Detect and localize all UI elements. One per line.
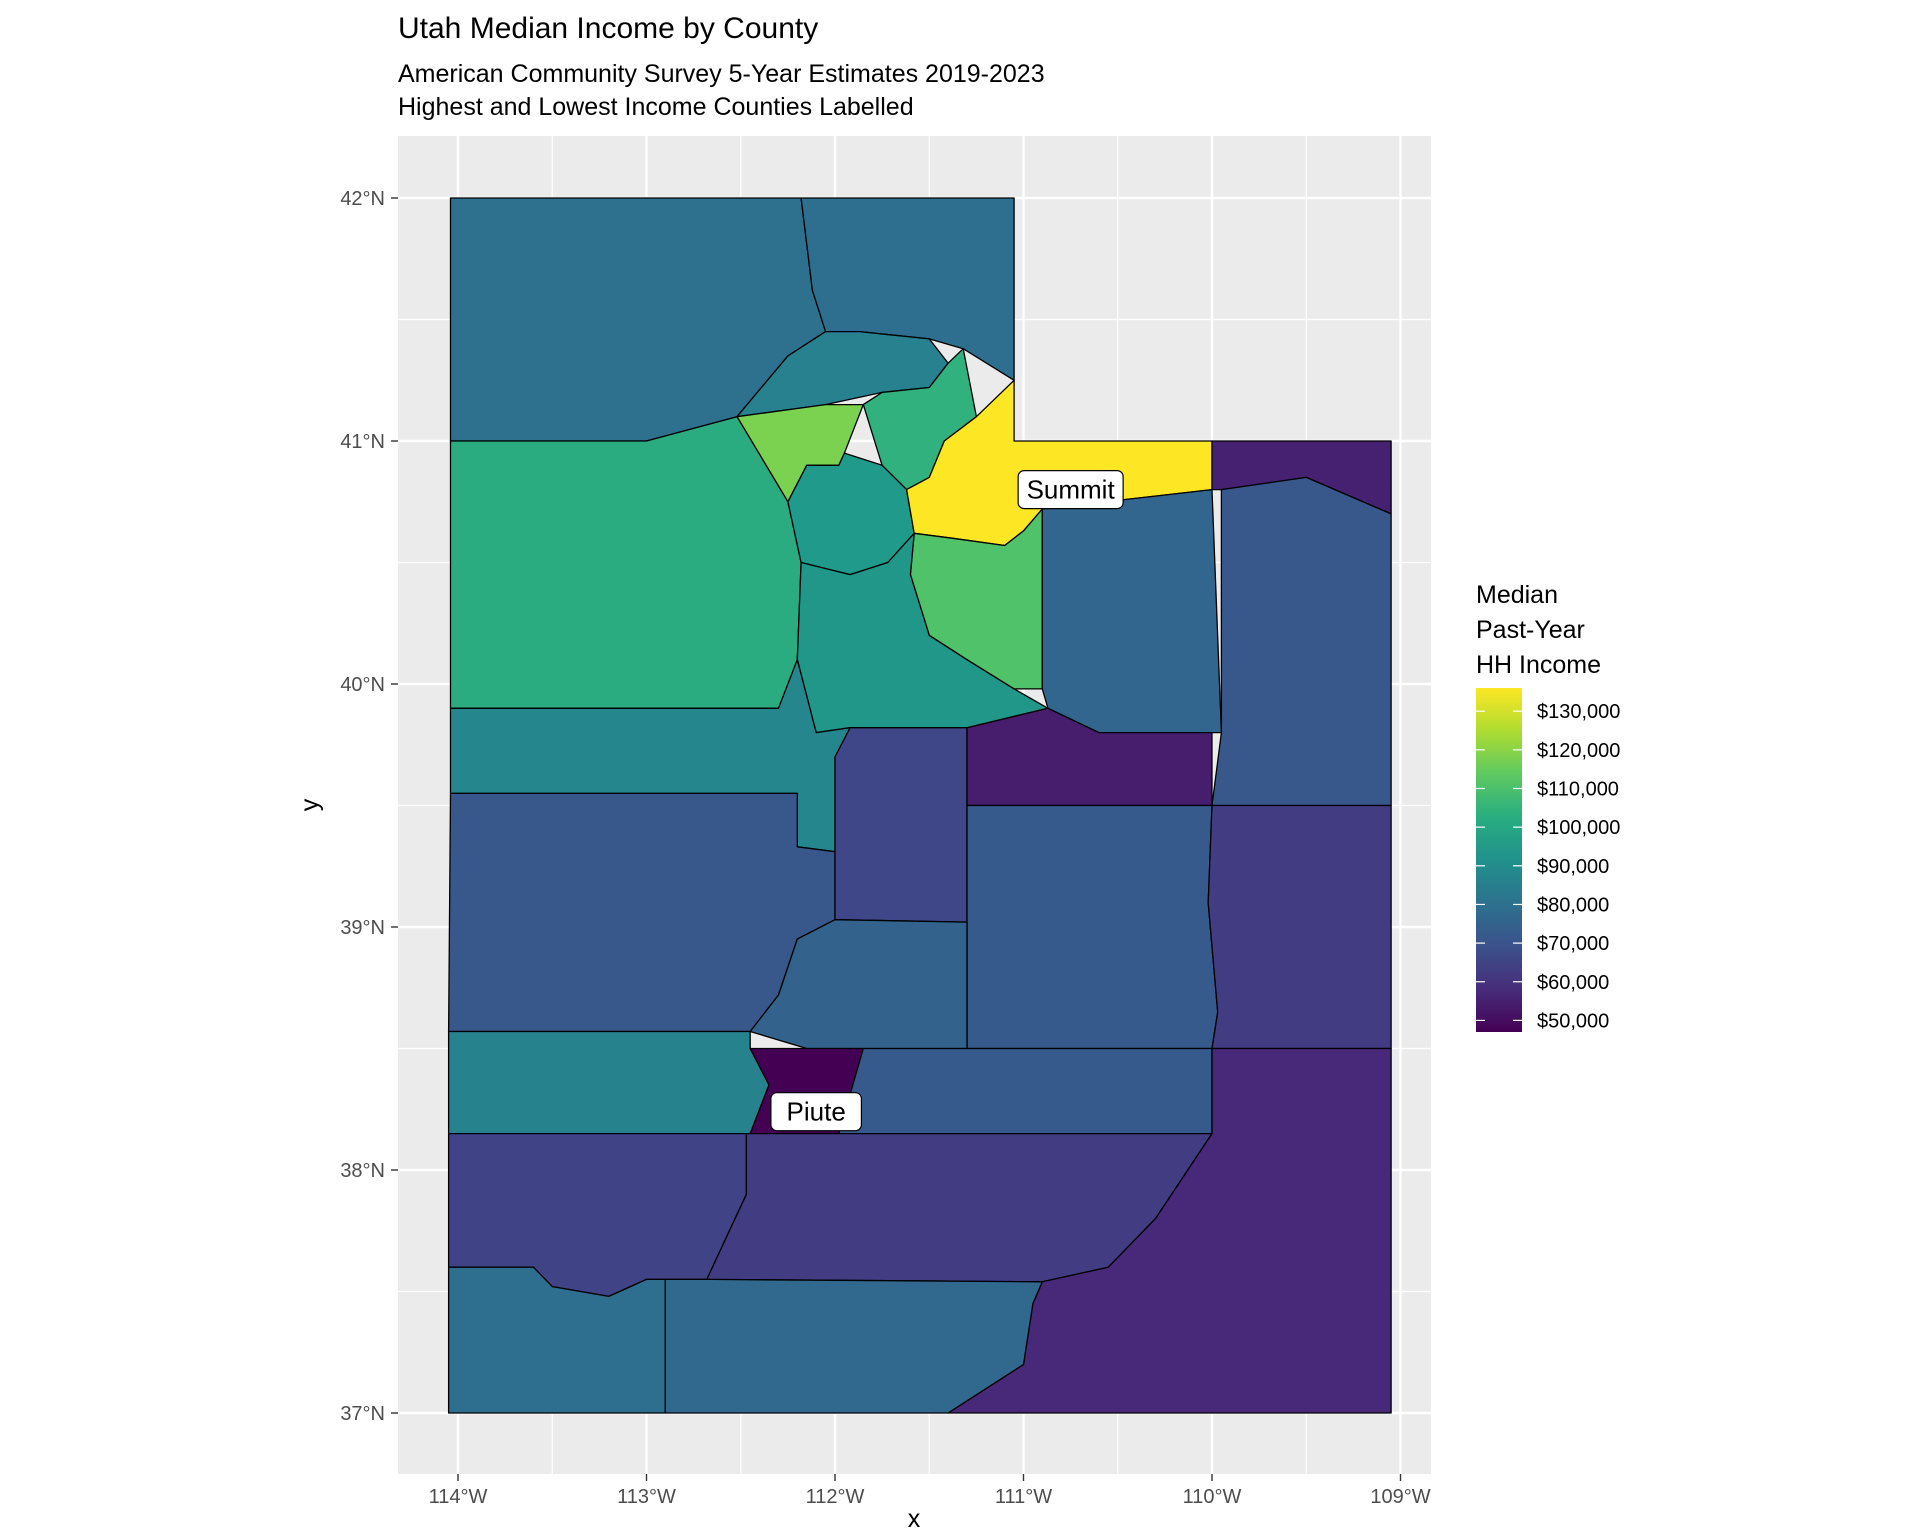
legend-label: $90,000 (1537, 856, 1609, 878)
x-tick-label: 113°W (617, 1486, 676, 1508)
x-axis: 114°W 113°W 112°W 111°W 110°W 109°W (429, 1474, 1431, 1508)
legend-label: $120,000 (1537, 740, 1620, 762)
county-sanpete (834, 727, 968, 923)
county-tooele (449, 416, 802, 709)
county-duchesne (1041, 488, 1223, 734)
legend-title-line1: Median (1476, 581, 1558, 609)
y-axis: 42°N 41°N 40°N 39°N 38°N 37°N (340, 188, 398, 1425)
legend-title-line3: HH Income (1476, 651, 1601, 679)
chart-subtitle-line2: Highest and Lowest Income Counties Label… (398, 93, 914, 121)
map-label-box (1017, 470, 1124, 510)
legend-label: $80,000 (1537, 894, 1609, 916)
y-tick-label: 38°N (340, 1160, 385, 1182)
county-washington (447, 1266, 666, 1414)
county-uintah (1211, 476, 1392, 807)
map-label-box (770, 1092, 863, 1132)
county-polygons (447, 197, 1392, 1414)
chart-title: Utah Median Income by County (398, 12, 818, 45)
y-axis-title: y (296, 798, 324, 811)
county-wayne (838, 1047, 1213, 1135)
legend-label: $130,000 (1537, 701, 1620, 723)
map-label-piute: Piute (787, 1097, 846, 1127)
legend-ticks: $130,000 $120,000 $110,000 $100,000 $90,000 $… (1476, 701, 1620, 1032)
x-tick-label: 111°W (995, 1486, 1052, 1508)
legend-label: $50,000 (1537, 1010, 1609, 1032)
x-axis-title: x (908, 1505, 921, 1533)
y-tick-label: 39°N (340, 917, 385, 939)
county-beaver (447, 1030, 770, 1135)
county-millard (447, 792, 836, 1033)
county-kane (664, 1278, 1043, 1414)
legend-label: $110,000 (1537, 778, 1619, 800)
county-grand (1207, 804, 1392, 1050)
legend: Median Past-Year HH Income $130,000 $120,… (1476, 581, 1620, 1032)
chart-subtitle-line1: American Community Survey 5-Year Estimat… (398, 60, 1045, 88)
y-tick-label: 42°N (340, 188, 385, 210)
map-labels: Summit Piute (770, 470, 1124, 1132)
legend-label: $60,000 (1537, 972, 1609, 994)
y-tick-label: 41°N (340, 431, 385, 453)
legend-colorbar (1476, 688, 1522, 1032)
y-tick-label: 37°N (340, 1403, 385, 1425)
county-emery (966, 804, 1219, 1050)
legend-label: $70,000 (1537, 933, 1609, 955)
legend-title-line2: Past-Year (1476, 616, 1585, 644)
legend-label: $100,000 (1537, 817, 1620, 839)
x-tick-label: 114°W (429, 1486, 488, 1508)
x-tick-label: 110°W (1183, 1486, 1242, 1508)
x-tick-label: 112°W (806, 1486, 865, 1508)
map-label-summit: Summit (1027, 475, 1116, 505)
x-tick-label: 109°W (1370, 1486, 1430, 1508)
y-tick-label: 40°N (340, 674, 385, 696)
